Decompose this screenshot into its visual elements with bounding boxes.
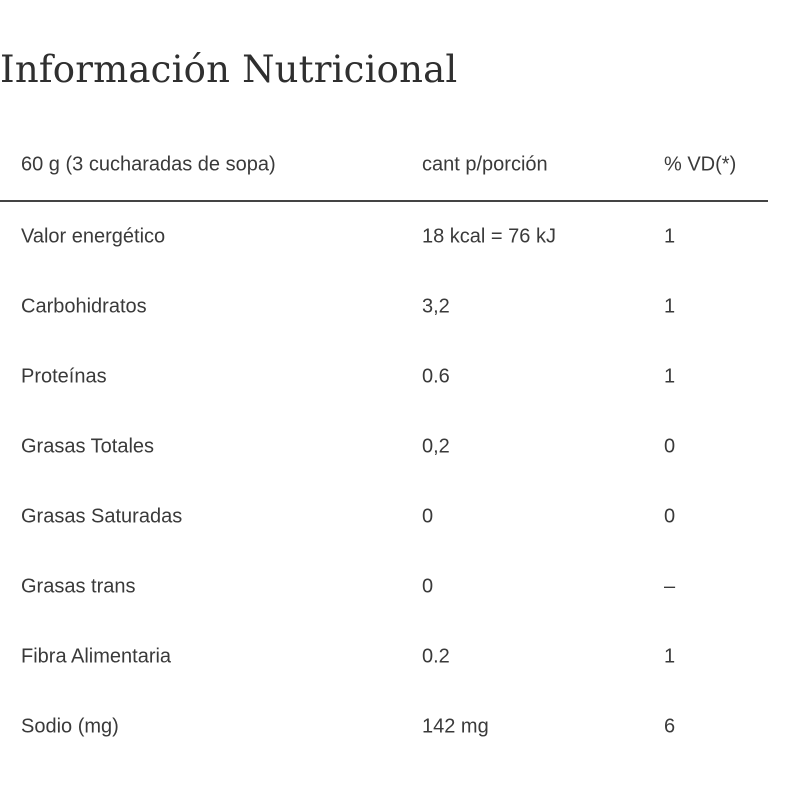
nutrient-amount: 3,2	[422, 295, 450, 318]
header-portion: 60 g (3 cucharadas de sopa)	[21, 153, 276, 176]
nutrient-name: Grasas Saturadas	[21, 505, 183, 528]
header-amount: cant p/porción	[422, 153, 548, 176]
nutrient-amount: 18 kcal = 76 kJ	[422, 225, 556, 248]
nutrient-name: Valor energético	[21, 225, 166, 248]
nutrition-table: 60 g (3 cucharadas de sopa) cant p/porci…	[0, 130, 768, 762]
table-row: Grasas trans 0 –	[0, 552, 768, 622]
nutrient-amount: 0.2	[422, 645, 450, 668]
nutrient-name: Grasas Totales	[21, 435, 155, 458]
nutrient-daily-value: 1	[664, 645, 676, 668]
nutrient-daily-value: 6	[664, 715, 676, 738]
nutrient-amount: 0.6	[422, 365, 450, 388]
table-row: Grasas Saturadas 0 0	[0, 482, 768, 552]
page-title: Información Nutricional	[0, 48, 458, 91]
nutrient-daily-value: –	[664, 575, 676, 598]
table-row: Proteínas 0.6 1	[0, 342, 768, 412]
table-row: Sodio (mg) 142 mg 6	[0, 692, 768, 762]
nutrient-name: Fibra Alimentaria	[21, 645, 172, 668]
nutrient-name: Proteínas	[21, 365, 107, 388]
header-daily-value: % VD(*)	[664, 153, 737, 176]
nutrient-amount: 142 mg	[422, 715, 489, 738]
table-row: Fibra Alimentaria 0.2 1	[0, 622, 768, 692]
nutrient-amount: 0	[422, 505, 434, 528]
nutrient-amount: 0,2	[422, 435, 450, 458]
nutrient-amount: 0	[422, 575, 434, 598]
table-row: Valor energético 18 kcal = 76 kJ 1	[0, 202, 768, 272]
nutrient-name: Carbohidratos	[21, 295, 147, 318]
nutrient-name: Sodio (mg)	[21, 715, 119, 738]
table-row: Carbohidratos 3,2 1	[0, 272, 768, 342]
nutrient-name: Grasas trans	[21, 575, 136, 598]
nutrient-daily-value: 1	[664, 225, 676, 248]
nutrient-daily-value: 0	[664, 435, 676, 458]
nutrient-daily-value: 0	[664, 505, 676, 528]
table-header: 60 g (3 cucharadas de sopa) cant p/porci…	[0, 130, 768, 202]
table-row: Grasas Totales 0,2 0	[0, 412, 768, 482]
nutrient-daily-value: 1	[664, 365, 676, 388]
nutrient-daily-value: 1	[664, 295, 676, 318]
